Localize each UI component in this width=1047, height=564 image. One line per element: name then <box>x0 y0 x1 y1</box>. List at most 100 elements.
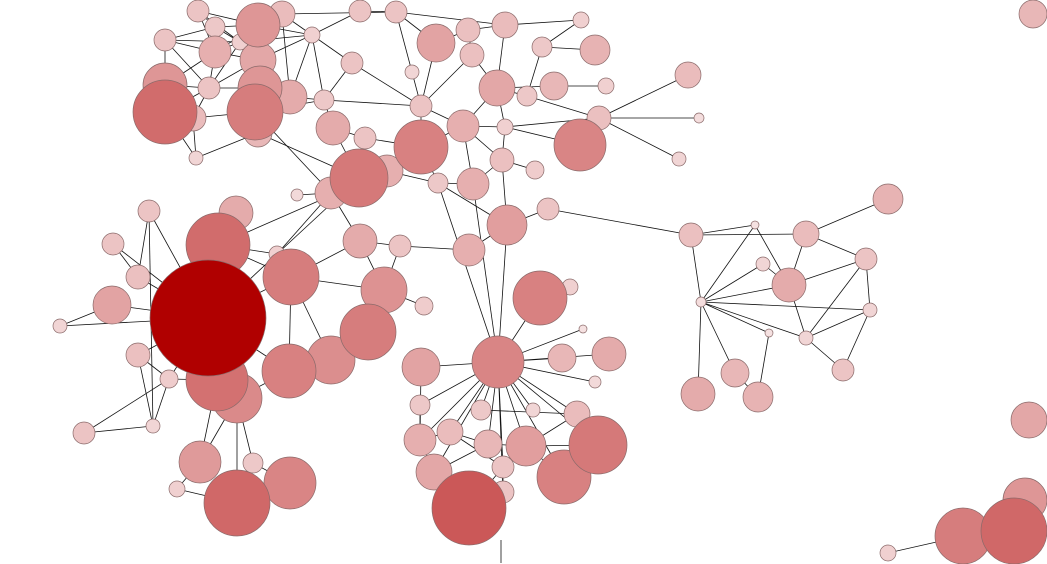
graph-node[interactable] <box>516 85 538 107</box>
graph-node[interactable] <box>409 94 433 118</box>
graph-node[interactable] <box>404 64 420 80</box>
graph-node[interactable] <box>415 453 453 491</box>
graph-node[interactable] <box>489 147 515 173</box>
graph-node[interactable] <box>525 160 545 180</box>
graph-node[interactable] <box>553 118 607 172</box>
graph-node[interactable] <box>416 23 456 63</box>
graph-node[interactable] <box>388 234 412 258</box>
graph-node[interactable] <box>261 343 317 399</box>
graph-node[interactable] <box>862 302 878 318</box>
graph-node[interactable] <box>92 285 132 325</box>
graph-node[interactable] <box>159 369 179 389</box>
graph-node[interactable] <box>348 0 372 23</box>
graph-node[interactable] <box>204 16 226 38</box>
graph-node[interactable] <box>678 222 704 248</box>
graph-node[interactable] <box>473 429 503 459</box>
graph-node[interactable] <box>1010 401 1047 439</box>
graph-node[interactable] <box>854 247 878 271</box>
graph-node[interactable] <box>539 71 569 101</box>
graph-node[interactable] <box>235 2 281 48</box>
graph-node[interactable] <box>342 223 378 259</box>
graph-node[interactable] <box>384 0 408 24</box>
graph-node[interactable] <box>198 35 232 69</box>
graph-node[interactable] <box>186 0 210 23</box>
graph-node[interactable] <box>792 220 820 248</box>
graph-node[interactable] <box>491 455 515 479</box>
graph-node[interactable] <box>470 399 492 421</box>
graph-node[interactable] <box>452 233 486 267</box>
graph-node[interactable] <box>125 342 151 368</box>
graph-node[interactable] <box>168 480 186 498</box>
graph-node[interactable] <box>496 118 514 136</box>
graph-node[interactable] <box>153 28 177 52</box>
graph-node[interactable] <box>197 76 221 100</box>
graph-node[interactable] <box>313 89 335 111</box>
graph-node[interactable] <box>242 452 264 474</box>
graph-node[interactable] <box>755 256 771 272</box>
graph-node[interactable] <box>720 358 750 388</box>
graph-node[interactable] <box>872 183 904 215</box>
graph-node[interactable] <box>125 264 151 290</box>
graph-node[interactable] <box>446 109 480 143</box>
graph-node[interactable] <box>568 415 628 475</box>
graph-node[interactable] <box>431 470 507 546</box>
graph-node[interactable] <box>427 172 449 194</box>
graph-node[interactable] <box>764 328 774 338</box>
graph-node[interactable] <box>742 381 774 413</box>
graph-node[interactable] <box>262 248 320 306</box>
graph-node[interactable] <box>455 17 481 43</box>
graph-node[interactable] <box>471 335 525 389</box>
graph-node[interactable] <box>456 167 490 201</box>
graph-node[interactable] <box>137 199 161 223</box>
graph-node[interactable] <box>750 220 760 230</box>
graph-node[interactable] <box>340 51 364 75</box>
graph-node[interactable] <box>512 270 568 326</box>
graph-node[interactable] <box>1018 0 1047 29</box>
graph-node[interactable] <box>771 267 807 303</box>
graph-node[interactable] <box>101 232 125 256</box>
graph-node[interactable] <box>145 418 161 434</box>
graph-node[interactable] <box>409 394 431 416</box>
graph-node[interactable] <box>536 197 560 221</box>
graph-node[interactable] <box>203 469 271 537</box>
graph-node[interactable] <box>491 11 519 39</box>
graph-node[interactable] <box>339 303 397 361</box>
graph-node[interactable] <box>680 376 716 412</box>
graph-node[interactable] <box>263 456 317 510</box>
graph-node[interactable] <box>478 69 516 107</box>
graph-node[interactable] <box>290 188 304 202</box>
graph-node[interactable] <box>393 119 449 175</box>
graph-node[interactable] <box>486 204 528 246</box>
graph-node[interactable] <box>671 151 687 167</box>
graph-node[interactable] <box>436 418 464 446</box>
graph-node[interactable] <box>674 61 702 89</box>
graph-node[interactable] <box>132 79 198 145</box>
graph-node[interactable] <box>980 497 1047 564</box>
graph-node[interactable] <box>798 330 814 346</box>
graph-node[interactable] <box>188 150 204 166</box>
graph-node[interactable] <box>695 296 707 308</box>
graph-node[interactable] <box>588 375 602 389</box>
graph-node[interactable] <box>303 26 321 44</box>
graph-node[interactable] <box>401 347 441 387</box>
graph-node[interactable] <box>353 126 377 150</box>
graph-node[interactable] <box>693 112 705 124</box>
graph-node[interactable] <box>831 358 855 382</box>
graph-node[interactable] <box>525 402 541 418</box>
graph-node[interactable] <box>459 42 485 68</box>
graph-node[interactable] <box>597 77 615 95</box>
graph-node[interactable] <box>403 423 437 457</box>
graph-node[interactable] <box>591 336 627 372</box>
graph-node[interactable] <box>879 544 897 562</box>
graph-node[interactable] <box>226 83 284 141</box>
graph-node[interactable] <box>531 36 553 58</box>
graph-node[interactable] <box>329 148 389 208</box>
graph-node[interactable] <box>149 259 267 377</box>
graph-node[interactable] <box>72 421 96 445</box>
graph-node[interactable] <box>505 425 547 467</box>
graph-node[interactable] <box>578 324 588 334</box>
graph-node[interactable] <box>414 296 434 316</box>
graph-node[interactable] <box>315 110 351 146</box>
graph-node[interactable] <box>547 343 577 373</box>
graph-node[interactable] <box>572 11 590 29</box>
